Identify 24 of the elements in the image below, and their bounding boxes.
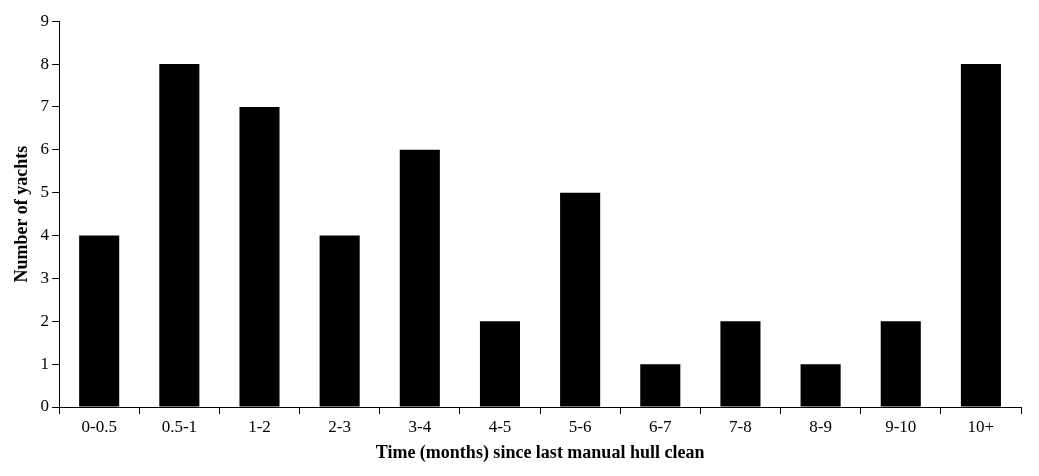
y-tick-label: 8 (40, 53, 50, 73)
y-tick-label: 0 (40, 396, 50, 416)
x-tick-label: 2-3 (328, 416, 351, 436)
x-tick-label: 10+ (967, 416, 995, 436)
y-tick-label: 1 (40, 353, 50, 373)
x-tick-label: 8-9 (809, 416, 832, 436)
y-tick-label: 6 (40, 139, 50, 159)
y-tick-label: 3 (40, 267, 50, 287)
x-tick-label: 0-0.5 (81, 416, 117, 436)
y-tick-label: 2 (40, 310, 50, 330)
x-tick-label: 0.5-1 (161, 416, 198, 436)
y-tick-label: 5 (40, 182, 50, 202)
x-tick-label: 1-2 (248, 416, 271, 436)
x-tick-label: 7-8 (729, 416, 752, 436)
x-tick-label: 4-5 (488, 416, 512, 436)
x-axis-title: Time (months) since last manual hull clean (375, 441, 705, 463)
x-tick-label: 3-4 (408, 416, 432, 436)
y-tick-label: 7 (40, 96, 50, 116)
y-axis-title: Number of yachts (11, 145, 32, 283)
x-tick-label: 5-6 (568, 416, 592, 436)
x-tick-label: 9-10 (885, 416, 917, 436)
x-tick-label: 6-7 (648, 416, 673, 436)
y-tick-label: 9 (40, 10, 50, 30)
y-tick-label: 4 (40, 225, 50, 244)
